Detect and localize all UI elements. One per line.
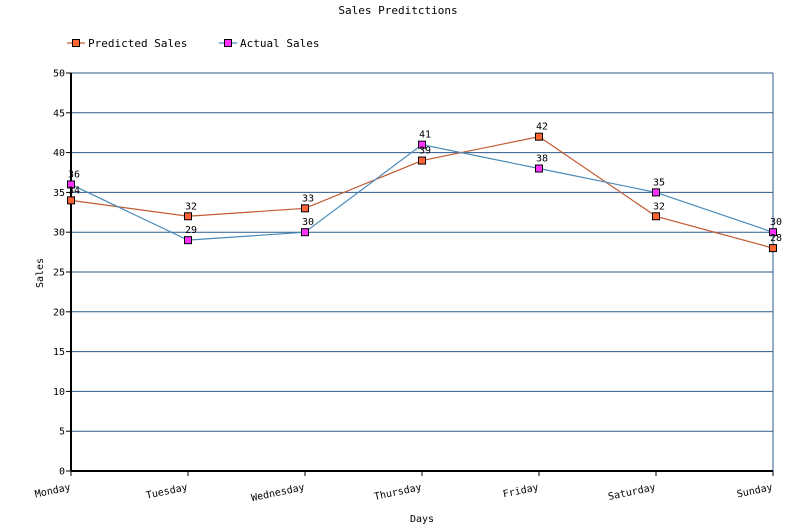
- legend: Predicted Sales Actual Sales: [67, 37, 319, 50]
- series-1-data-label: 30: [302, 217, 314, 228]
- series-0-data-label: 39: [419, 146, 431, 157]
- y-tick-label: 20: [53, 307, 65, 318]
- data-labels: 34 32 33 39 42 32 28 36 29 30 41 38 35 30: [68, 122, 782, 244]
- x-tick-label: Thursday: [373, 482, 422, 503]
- x-axis-label: Days: [410, 514, 434, 525]
- x-tick-label: Friday: [502, 482, 540, 500]
- series-1-data-label: 38: [536, 154, 548, 165]
- legend-label-1: Actual Sales: [240, 37, 319, 50]
- series-1-point: [301, 228, 309, 237]
- legend-marker-0: [72, 39, 80, 47]
- series-1-data-label: 35: [653, 177, 665, 188]
- y-tick-label: 10: [53, 387, 65, 398]
- series-0-data-label: 42: [536, 122, 548, 133]
- y-tick-label: 15: [53, 347, 65, 358]
- series-0-point: [769, 244, 777, 253]
- grid-lines: [71, 72, 774, 471]
- x-tick-label: Sunday: [736, 482, 774, 500]
- series-0-data-label: 28: [770, 233, 782, 244]
- series-1-point: [67, 180, 75, 189]
- y-tick-label: 35: [53, 188, 65, 199]
- series-0-point: [535, 132, 543, 141]
- series-0-point: [67, 196, 75, 205]
- series-0-data-label: 33: [302, 193, 314, 204]
- series-0-point: [652, 212, 660, 221]
- x-tick-label: Saturday: [607, 482, 656, 503]
- y-tick-label: 45: [53, 108, 65, 119]
- series-1-data-label: 29: [185, 225, 197, 236]
- series-1-point: [535, 164, 543, 173]
- x-tick-label: Tuesday: [145, 482, 189, 502]
- y-tick-label: 50: [53, 69, 65, 80]
- series-1-point: [769, 228, 777, 237]
- series-0-data-label: 32: [185, 201, 197, 212]
- series-1-data-label: 30: [770, 217, 782, 228]
- series-0-point: [418, 156, 426, 165]
- axes: [66, 72, 774, 476]
- series-0-data-label: 32: [653, 201, 665, 212]
- x-tick-labels: Monday Tuesday Wednesday Thursday Friday Satu…: [34, 482, 774, 504]
- y-tick-labels: 0 5 10 15 20 25 30 35 40 45 50: [53, 69, 65, 478]
- series-1-data-label: 36: [68, 169, 80, 180]
- y-axis-label: Sales: [35, 258, 46, 288]
- series-1-point: [184, 236, 192, 245]
- y-tick-label: 30: [53, 228, 65, 239]
- x-tick-label: Wednesday: [250, 482, 305, 504]
- series-1-data-label: 41: [419, 130, 431, 141]
- chart-title: Sales Preditctions: [338, 4, 457, 17]
- legend-marker-1: [224, 39, 232, 47]
- y-tick-label: 0: [59, 467, 65, 478]
- legend-label-0: Predicted Sales: [88, 37, 187, 50]
- y-tick-label: 25: [53, 268, 65, 279]
- x-tick-label: Monday: [34, 482, 72, 500]
- series-1-point: [418, 140, 426, 149]
- series-1-point: [652, 188, 660, 197]
- series-0-point: [301, 204, 309, 213]
- series-0-point: [184, 212, 192, 221]
- y-tick-label: 5: [59, 427, 65, 438]
- series-lines: [67, 132, 777, 253]
- y-tick-label: 40: [53, 148, 65, 159]
- series-0-data-label: 34: [68, 185, 80, 196]
